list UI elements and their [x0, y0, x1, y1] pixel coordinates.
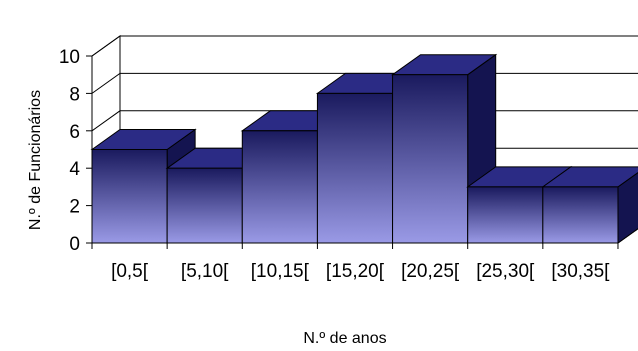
y-tick-label: 8 — [69, 84, 80, 105]
x-tick-label: [25,30[ — [476, 261, 535, 282]
bar-front — [467, 186, 544, 244]
bar-front — [316, 92, 394, 244]
x-tick-label: [5,10[ — [181, 261, 229, 282]
tick-labels: 0 2 4 6 8 10 [0,5[ [5,10[ [10,15[ [15,20[ [20,25[ [… — [59, 47, 610, 282]
y-tick-label: 6 — [69, 122, 80, 143]
x-tick-label: [10,15[ — [251, 261, 310, 282]
x-tick-label: [30,35[ — [551, 261, 610, 282]
y-tick-label: 10 — [59, 47, 80, 68]
bar-front — [166, 167, 243, 244]
y-tick-label: 2 — [69, 197, 80, 218]
x-axis-title: N.º de anos — [303, 330, 386, 347]
bar-front — [91, 149, 168, 244]
bar — [541, 166, 638, 244]
x-tick-label: [15,20[ — [326, 261, 385, 282]
bar-front — [392, 74, 469, 244]
y-tick-label: 0 — [69, 234, 80, 255]
gridline — [91, 35, 638, 57]
y-axis-title: N.º de Funcionários — [27, 90, 44, 230]
bar-front — [241, 130, 318, 244]
y-tick-label: 4 — [69, 159, 80, 180]
bars — [90, 53, 638, 244]
x-tick-label: [20,25[ — [401, 261, 460, 282]
x-tick-label: [0,5[ — [111, 261, 149, 282]
bar-front — [542, 186, 619, 244]
